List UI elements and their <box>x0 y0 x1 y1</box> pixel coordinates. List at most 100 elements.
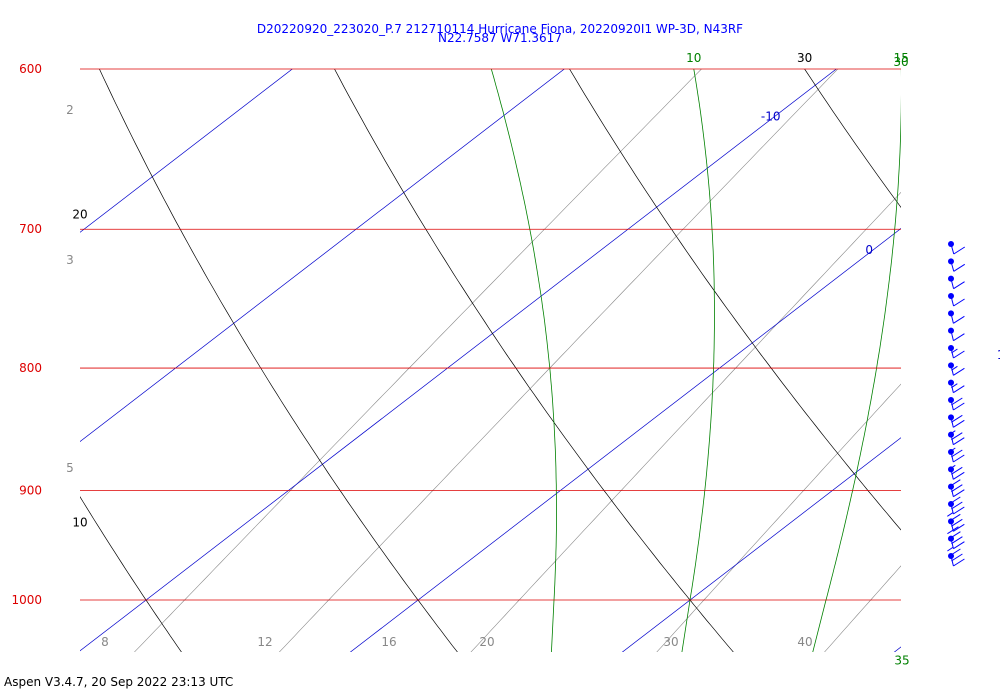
mixing-ratio-line <box>656 383 901 652</box>
mixing-ratio-label: 20 <box>479 635 494 649</box>
isotherm-line <box>80 69 837 652</box>
mixing-ratio-label: 12 <box>257 635 272 649</box>
wind-barb-flag <box>953 437 965 446</box>
wind-barb-half <box>951 348 958 354</box>
wind-barb-flag <box>949 548 961 557</box>
wind-barb-flag <box>953 523 965 532</box>
wind-barb-flag <box>953 298 965 307</box>
dry-adiabat-line <box>989 0 1000 661</box>
wind-barb-half <box>947 546 954 552</box>
wind-barb-flag <box>951 449 963 458</box>
isotherm-line <box>349 228 901 652</box>
isotherm-label: 0 <box>865 243 873 257</box>
mixing-ratio-label: 30 <box>663 635 678 649</box>
wind-barb-flag <box>953 263 966 272</box>
wind-barb <box>948 379 965 394</box>
wind-barb <box>948 293 965 307</box>
wind-barb-flag <box>953 454 965 463</box>
dry-adiabat-line <box>99 69 458 652</box>
wind-barb-flag <box>951 536 963 545</box>
mixing-ratio-line <box>824 565 901 652</box>
isotherm-line <box>80 69 293 233</box>
wind-barb-staff <box>950 243 955 255</box>
wind-barb <box>948 496 965 515</box>
isobar-label: 900 <box>19 483 42 497</box>
wind-barb-half <box>951 383 958 389</box>
dry-adiabat-line <box>80 496 182 652</box>
wind-barb <box>948 310 965 324</box>
mixing-ratio-label: 3 <box>66 253 74 267</box>
wind-barb-flag <box>953 281 965 290</box>
wind-barb-flag <box>953 385 965 394</box>
wind-barb-staff <box>950 295 955 307</box>
wind-barb-flag <box>951 518 963 527</box>
isobar-label: 700 <box>19 222 42 236</box>
dry-adiabat-line <box>334 69 734 652</box>
dry-adiabat-label: 30 <box>797 51 812 65</box>
wind-barb-staff <box>950 278 955 289</box>
wind-barb-half <box>951 365 958 371</box>
moist-adiabat-line <box>490 69 557 652</box>
wind-barb <box>948 362 965 376</box>
wind-barb-flag <box>953 350 965 359</box>
wind-barb-flag <box>953 506 965 515</box>
isobar-label: 600 <box>19 62 42 76</box>
wind-barb-flag <box>953 315 965 324</box>
wind-barb <box>948 258 966 272</box>
wind-barb-staff <box>950 261 955 272</box>
wind-barb-flag <box>953 489 965 498</box>
wind-barb-half <box>949 464 956 470</box>
isobar-label: 1000 <box>11 593 42 607</box>
wind-barb-flag <box>953 541 965 550</box>
dry-adiabat-label: 10 <box>72 515 87 529</box>
mixing-ratio-line <box>278 69 839 652</box>
wind-barb-flag <box>951 501 963 510</box>
wind-barb-flag <box>953 558 965 567</box>
wind-barb-flag <box>953 471 965 480</box>
wind-barb <box>948 327 965 342</box>
wind-barb <box>947 526 965 550</box>
moist-adiabat-label: 15 <box>894 51 909 65</box>
wind-barb-flag <box>949 479 961 488</box>
dry-adiabat-line <box>569 69 901 531</box>
wind-barb <box>948 464 965 480</box>
isobar-label: 800 <box>19 361 42 375</box>
wind-barb-flag <box>953 333 965 342</box>
moist-adiabat-label: 10 <box>686 51 701 65</box>
mixing-ratio-label: 2 <box>66 103 74 117</box>
dry-adiabat-label: 20 <box>72 207 87 221</box>
mixing-ratio-label: 40 <box>797 635 812 649</box>
wind-barb-flag <box>951 397 963 406</box>
moist-adiabat-label: 30 <box>893 55 908 69</box>
moist-adiabat-line <box>812 69 901 652</box>
wind-barb-half <box>947 511 954 517</box>
wind-barb <box>948 414 965 428</box>
wind-barb <box>948 430 965 446</box>
wind-barb-flag <box>951 432 963 441</box>
wind-barb-flag <box>953 419 965 428</box>
wind-barb <box>948 397 965 411</box>
wind-barb-flag <box>949 496 961 505</box>
isotherm-line <box>0 0 114 661</box>
mixing-ratio-line <box>470 191 901 652</box>
wind-barb-flag <box>953 246 966 255</box>
wind-barb-staff <box>950 330 954 341</box>
wind-barb-flag <box>949 531 961 540</box>
dry-adiabat-line <box>804 69 901 208</box>
wind-barb-flag <box>951 484 963 493</box>
isotherm-line <box>80 69 565 443</box>
isotherm-line <box>893 646 901 652</box>
isotherm-line <box>621 437 901 652</box>
chart-title: D20220920_223020_P.7 212710114 Hurricane… <box>256 22 744 36</box>
wind-barb-flag <box>953 402 965 411</box>
wind-barb-flag <box>951 466 963 475</box>
wind-barb <box>948 345 965 359</box>
wind-barb-half <box>949 430 956 436</box>
wind-barb <box>948 275 965 290</box>
wind-barb <box>947 546 965 567</box>
wind-barb <box>947 511 965 532</box>
chart-subtitle: N22.7587 W71.3617 <box>438 31 562 45</box>
mixing-ratio-label: 8 <box>101 635 109 649</box>
isotherm-label: -10 <box>761 109 781 123</box>
